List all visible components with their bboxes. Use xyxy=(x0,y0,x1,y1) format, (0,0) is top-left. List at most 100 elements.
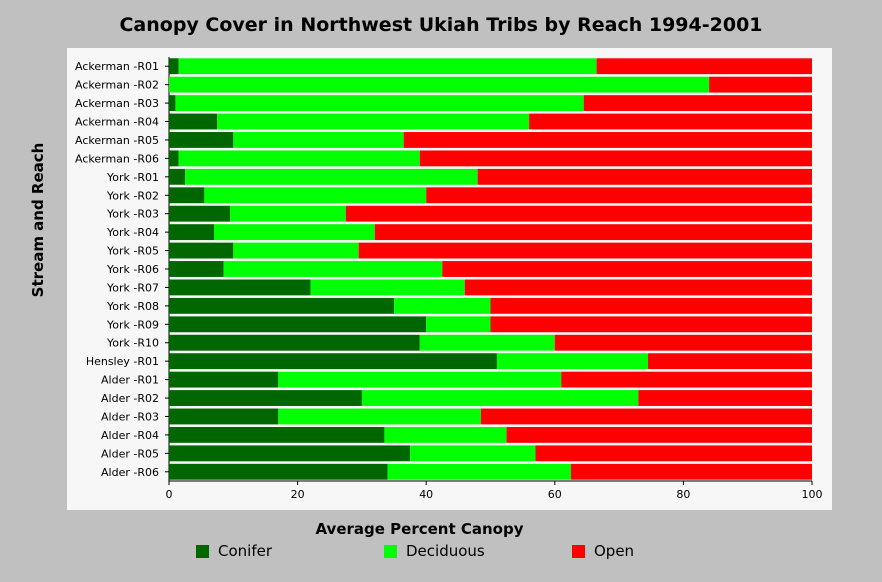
bar-open-6 xyxy=(477,168,812,185)
x-tick-label: 0 xyxy=(166,488,173,501)
bar-deciduous-17 xyxy=(278,371,562,388)
bar-open-4 xyxy=(403,132,812,148)
bar-open-12 xyxy=(464,279,812,296)
y-tick-label: Ackerman -R06 xyxy=(75,152,159,165)
bar-deciduous-14 xyxy=(426,316,491,333)
bar-conifer-22 xyxy=(169,463,388,480)
y-tick-label: Ackerman -R01 xyxy=(75,60,159,73)
bar-open-13 xyxy=(490,297,812,314)
bar-conifer-7 xyxy=(169,187,205,204)
bar-deciduous-18 xyxy=(361,390,639,406)
bar-deciduous-3 xyxy=(217,113,530,130)
y-tick-label: Ackerman -R03 xyxy=(75,97,159,110)
y-tick-label: York -R01 xyxy=(106,171,159,184)
bar-open-2 xyxy=(583,95,812,112)
bar-deciduous-16 xyxy=(496,353,649,370)
bar-conifer-19 xyxy=(169,408,279,425)
bar-conifer-15 xyxy=(169,334,420,351)
x-tick-label: 60 xyxy=(548,488,562,501)
y-tick-label: Alder -R03 xyxy=(101,410,159,423)
x-tick-label: 100 xyxy=(802,488,823,501)
x-tick-label: 40 xyxy=(419,488,433,501)
bar-conifer-16 xyxy=(169,353,497,370)
y-tick-label: York -R07 xyxy=(106,281,159,294)
bar-conifer-5 xyxy=(169,150,179,167)
bar-deciduous-12 xyxy=(310,279,465,296)
bar-open-20 xyxy=(506,426,812,443)
bar-conifer-21 xyxy=(169,445,411,462)
bar-open-16 xyxy=(648,353,812,370)
bar-open-14 xyxy=(490,316,812,333)
bar-open-21 xyxy=(535,445,812,462)
x-tick-label: 20 xyxy=(291,488,305,501)
bar-open-0 xyxy=(596,58,812,75)
bar-deciduous-6 xyxy=(185,168,478,185)
chart-title: Canopy Cover in Northwest Ukiah Tribs by… xyxy=(119,14,763,36)
legend-label-conifer: Conifer xyxy=(218,542,273,560)
legend-swatch-open xyxy=(572,544,585,558)
bar-conifer-4 xyxy=(169,132,234,148)
bar-conifer-17 xyxy=(169,371,279,388)
bar-open-22 xyxy=(570,463,812,480)
x-axis-label: Average Percent Canopy xyxy=(315,520,524,538)
bar-conifer-0 xyxy=(169,58,179,75)
bar-open-11 xyxy=(442,261,812,277)
y-tick-label: Alder -R06 xyxy=(101,466,159,479)
legend-label-open: Open xyxy=(594,542,635,560)
legend-swatch-deciduous xyxy=(384,544,397,558)
bar-deciduous-19 xyxy=(278,408,481,425)
legend-item-open: Open xyxy=(572,542,634,560)
bar-conifer-13 xyxy=(169,297,395,314)
bar-conifer-8 xyxy=(169,205,231,222)
bar-deciduous-5 xyxy=(178,150,420,167)
bar-deciduous-7 xyxy=(204,187,427,204)
bar-deciduous-2 xyxy=(175,95,584,112)
bar-conifer-12 xyxy=(169,279,311,296)
bar-conifer-18 xyxy=(169,390,362,406)
bar-deciduous-11 xyxy=(223,261,443,277)
bar-deciduous-20 xyxy=(384,426,507,443)
legend-swatch-conifer xyxy=(196,544,209,558)
bar-deciduous-22 xyxy=(387,463,571,480)
bar-open-18 xyxy=(638,390,812,406)
bar-conifer-6 xyxy=(169,168,186,185)
bar-open-9 xyxy=(374,224,812,241)
bar-deciduous-1 xyxy=(169,76,710,93)
y-tick-label: Alder -R01 xyxy=(101,374,159,387)
bar-open-19 xyxy=(480,408,812,425)
bar-deciduous-10 xyxy=(233,242,359,259)
y-tick-label: Hensley -R01 xyxy=(86,355,159,368)
bar-open-8 xyxy=(345,205,812,222)
y-tick-label: Alder -R04 xyxy=(101,429,159,442)
bar-deciduous-4 xyxy=(233,132,404,148)
y-tick-label: York -R08 xyxy=(106,300,159,313)
bar-conifer-20 xyxy=(169,426,385,443)
bar-conifer-11 xyxy=(169,261,224,277)
legend-label-deciduous: Deciduous xyxy=(406,542,485,560)
y-tick-label: York -R06 xyxy=(106,263,159,276)
bar-open-10 xyxy=(358,242,812,259)
y-tick-label: York -R02 xyxy=(106,189,159,202)
bar-deciduous-21 xyxy=(410,445,536,462)
legend-item-conifer: Conifer xyxy=(196,542,272,560)
y-tick-label: Alder -R02 xyxy=(101,392,159,405)
y-tick-label: Ackerman -R02 xyxy=(75,79,159,92)
bar-deciduous-13 xyxy=(394,297,491,314)
bar-conifer-14 xyxy=(169,316,427,333)
bar-conifer-3 xyxy=(169,113,218,130)
bar-conifer-10 xyxy=(169,242,234,259)
bar-deciduous-9 xyxy=(214,224,375,241)
bar-open-3 xyxy=(529,113,812,130)
legend-item-deciduous: Deciduous xyxy=(384,542,485,560)
bar-deciduous-8 xyxy=(230,205,346,222)
y-tick-label: York -R05 xyxy=(106,245,159,258)
y-tick-label: Ackerman -R04 xyxy=(75,116,159,129)
y-tick-label: York -R03 xyxy=(106,208,159,221)
bar-deciduous-0 xyxy=(178,58,597,75)
y-tick-label: York -R09 xyxy=(106,318,159,331)
bar-open-15 xyxy=(554,334,812,351)
bar-deciduous-15 xyxy=(419,334,555,351)
bar-open-5 xyxy=(419,150,812,167)
y-tick-label: York -R10 xyxy=(106,337,159,350)
